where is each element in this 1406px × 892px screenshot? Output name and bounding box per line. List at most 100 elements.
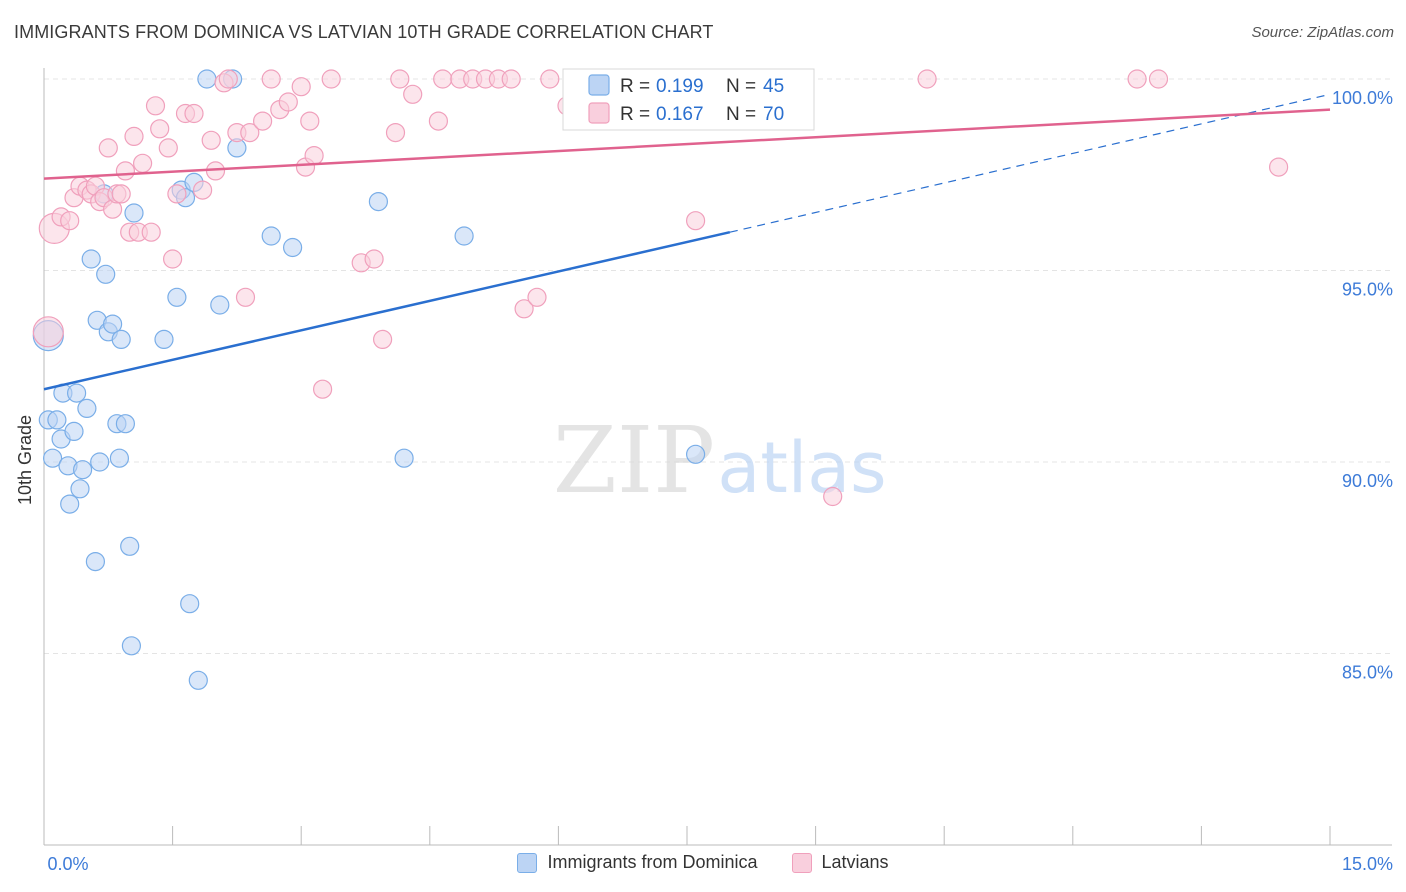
point-latvians — [218, 69, 238, 89]
x-tick-label: 0.0% — [47, 854, 88, 874]
y-tick-label: 90.0% — [1342, 471, 1393, 491]
point-dominica — [111, 329, 131, 349]
point-latvians — [291, 77, 311, 97]
point-latvians — [540, 69, 560, 89]
point-latvians — [124, 126, 144, 146]
legend-label-dominica: Immigrants from Dominica — [547, 852, 758, 872]
stats-swatch — [588, 74, 610, 96]
point-dominica — [42, 448, 63, 468]
point-latvians — [167, 184, 187, 204]
chart-title: IMMIGRANTS FROM DOMINICA VS LATVIAN 10TH… — [14, 22, 714, 42]
point-dominica — [64, 421, 84, 441]
point-dominica — [180, 594, 200, 614]
y-tick-label: 95.0% — [1342, 280, 1393, 300]
point-latvians — [111, 184, 131, 204]
point-dominica — [121, 636, 141, 656]
point-latvians — [373, 329, 393, 349]
point-dominica — [115, 414, 136, 434]
point-latvians — [514, 299, 534, 319]
point-latvians — [158, 138, 178, 158]
point-dominica — [394, 448, 414, 468]
point-dominica — [70, 479, 90, 499]
watermark-zip: ZIP — [553, 407, 715, 514]
stats-n-value: 70 — [763, 104, 784, 125]
point-dominica — [96, 264, 116, 284]
point-latvians — [1148, 69, 1169, 89]
point-latvians — [501, 69, 521, 89]
legend-swatch-latvians — [791, 852, 812, 873]
point-dominica — [60, 494, 80, 514]
series-legend: Immigrants from Dominica Latvians — [0, 852, 1406, 873]
point-dominica — [368, 192, 388, 212]
point-latvians — [917, 69, 937, 89]
legend-label-latvians: Latvians — [821, 852, 889, 872]
point-latvians — [184, 103, 204, 124]
point-latvians — [321, 69, 341, 89]
point-dominica — [120, 536, 140, 556]
point-dominica — [197, 69, 217, 89]
stats-n-label: N = — [726, 76, 756, 97]
point-latvians — [385, 123, 406, 143]
point-latvians — [163, 249, 183, 269]
point-latvians — [364, 249, 384, 269]
point-dominica — [85, 551, 106, 572]
legend-item-dominica[interactable]: Immigrants from Dominica — [517, 852, 758, 873]
point-latvians — [433, 69, 453, 89]
point-latvians — [527, 287, 547, 307]
grid-layer — [44, 78, 1392, 654]
point-latvians — [428, 111, 448, 131]
stats-legend: R = 0.199 N = 45 R = 0.167 N = 70 — [562, 68, 815, 131]
trendline-latvians — [43, 108, 1331, 180]
point-latvians — [1127, 69, 1147, 89]
point-latvians — [60, 211, 80, 231]
point-dominica — [283, 237, 303, 258]
point-latvians — [240, 123, 260, 143]
legend-item-latvians[interactable]: Latvians — [791, 852, 889, 873]
point-dominica — [210, 295, 230, 315]
point-dominica — [685, 444, 706, 464]
point-dominica — [109, 448, 130, 468]
x-tick-label: 15.0% — [1342, 854, 1393, 874]
point-latvians — [261, 69, 281, 89]
point-dominica — [188, 670, 208, 690]
point-latvians — [145, 96, 166, 116]
point-latvians — [823, 486, 843, 507]
point-latvians — [98, 138, 118, 158]
trend-layer — [43, 93, 1331, 391]
point-latvians — [32, 316, 64, 348]
watermark: ZIP atlas — [553, 407, 887, 514]
point-dominica — [167, 287, 187, 307]
point-latvians — [133, 153, 153, 173]
point-latvians — [278, 92, 298, 112]
point-latvians — [193, 180, 213, 200]
point-dominica — [102, 314, 123, 334]
point-latvians — [304, 146, 324, 166]
stats-swatch — [588, 102, 610, 124]
stats-n-label: N = — [726, 104, 756, 125]
point-dominica — [81, 249, 101, 269]
stats-r-value: 0.199 — [656, 76, 704, 97]
point-latvians — [1268, 157, 1289, 177]
point-dominica — [77, 398, 97, 418]
point-latvians — [115, 161, 136, 181]
point-latvians — [150, 119, 170, 139]
axes-layer: 85.0% 90.0% 95.0% 100.0% 0.0% 15.0% — [43, 68, 1393, 874]
point-dominica — [154, 329, 174, 349]
y-tick-label: 85.0% — [1342, 663, 1393, 683]
stats-n-value: 45 — [763, 76, 784, 97]
point-latvians — [685, 211, 706, 231]
watermark-atlas: atlas — [717, 427, 886, 509]
trendline-dominica-projection — [729, 93, 1331, 233]
point-latvians — [390, 69, 410, 89]
point-dominica — [72, 460, 93, 480]
trendline-dominica — [43, 230, 731, 391]
legend-swatch-dominica — [517, 852, 538, 873]
point-dominica — [66, 383, 87, 403]
point-dominica — [124, 203, 144, 223]
stats-r-label: R = — [620, 104, 650, 125]
point-latvians — [300, 111, 320, 131]
point-dominica — [90, 452, 110, 472]
point-dominica — [261, 226, 281, 246]
point-dominica — [454, 226, 474, 246]
